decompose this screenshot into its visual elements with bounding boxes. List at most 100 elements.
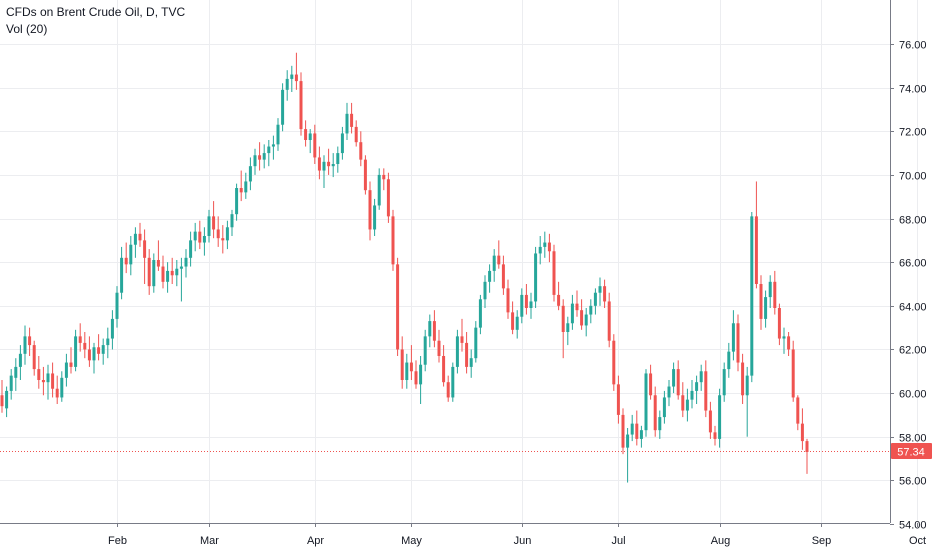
candle-down[interactable] bbox=[681, 382, 685, 418]
candle-up[interactable] bbox=[235, 183, 239, 221]
candle-down[interactable] bbox=[561, 299, 565, 359]
candle-down[interactable] bbox=[147, 249, 151, 295]
candle-down[interactable] bbox=[612, 334, 616, 391]
candle-up[interactable] bbox=[672, 362, 676, 394]
candle-down[interactable] bbox=[501, 255, 505, 295]
candle-down[interactable] bbox=[442, 345, 446, 387]
candle-up[interactable] bbox=[570, 294, 574, 330]
candle-up[interactable] bbox=[129, 236, 133, 276]
candle-down[interactable] bbox=[547, 233, 551, 263]
candle-up[interactable] bbox=[175, 260, 179, 287]
candle-down[interactable] bbox=[409, 345, 413, 380]
candle-down[interactable] bbox=[212, 201, 216, 239]
candle-down[interactable] bbox=[304, 120, 308, 147]
candle-up[interactable] bbox=[566, 316, 570, 346]
candle-down[interactable] bbox=[294, 52, 298, 90]
candle-up[interactable] bbox=[695, 375, 699, 404]
candle-up[interactable] bbox=[5, 386, 9, 418]
candle-up[interactable] bbox=[667, 380, 671, 407]
candle-up[interactable] bbox=[290, 65, 294, 92]
candle-down[interactable] bbox=[391, 209, 395, 271]
candle-up[interactable] bbox=[225, 220, 229, 250]
candle-down[interactable] bbox=[239, 170, 243, 202]
candle-down[interactable] bbox=[55, 375, 59, 404]
candle-up[interactable] bbox=[630, 414, 634, 442]
candle-up[interactable] bbox=[308, 129, 312, 154]
candle-up[interactable] bbox=[230, 209, 234, 236]
candle-down[interactable] bbox=[446, 375, 450, 402]
candle-up[interactable] bbox=[64, 353, 68, 387]
candle-up[interactable] bbox=[9, 369, 13, 400]
candle-up[interactable] bbox=[189, 231, 193, 267]
candle-down[interactable] bbox=[87, 336, 91, 367]
candle-down[interactable] bbox=[124, 242, 128, 274]
candle-down[interactable] bbox=[400, 336, 404, 389]
candle-up[interactable] bbox=[584, 308, 588, 337]
candle-down[interactable] bbox=[368, 181, 372, 241]
candle-down[interactable] bbox=[796, 395, 800, 431]
candle-down[interactable] bbox=[603, 279, 607, 308]
candle-down[interactable] bbox=[198, 220, 202, 250]
candle-up[interactable] bbox=[598, 277, 602, 306]
time-axis[interactable]: Feb Mar Apr May Jun Jul Aug Sep Oct bbox=[108, 523, 926, 547]
candle-down[interactable] bbox=[51, 362, 55, 398]
candle-up[interactable] bbox=[589, 299, 593, 324]
candle-down[interactable] bbox=[708, 401, 712, 439]
candle-up[interactable] bbox=[253, 148, 257, 175]
candle-up[interactable] bbox=[534, 246, 538, 308]
candle-down[interactable] bbox=[607, 292, 611, 348]
candle-down[interactable] bbox=[216, 216, 220, 247]
candle-down[interactable] bbox=[713, 425, 717, 446]
candle-up[interactable] bbox=[488, 264, 492, 293]
candle-down[interactable] bbox=[432, 310, 436, 348]
candle-up[interactable] bbox=[110, 310, 114, 350]
candle-down[interactable] bbox=[221, 225, 225, 254]
candle-down[interactable] bbox=[557, 281, 561, 311]
candle-down[interactable] bbox=[800, 408, 804, 450]
candle-down[interactable] bbox=[138, 222, 142, 247]
candle-down[interactable] bbox=[805, 438, 809, 474]
candle-up[interactable] bbox=[745, 366, 749, 437]
candle-up[interactable] bbox=[331, 153, 335, 178]
candle-up[interactable] bbox=[469, 349, 473, 378]
candle-down[interactable] bbox=[635, 410, 639, 446]
candle-up[interactable] bbox=[377, 168, 381, 210]
candle-up[interactable] bbox=[782, 327, 786, 354]
candle-up[interactable] bbox=[768, 275, 772, 308]
candle-up[interactable] bbox=[593, 288, 597, 315]
candle-up[interactable] bbox=[281, 83, 285, 132]
candle-up[interactable] bbox=[23, 325, 27, 365]
candle-up[interactable] bbox=[529, 292, 533, 319]
candle-down[interactable] bbox=[78, 323, 82, 352]
candle-down[interactable] bbox=[741, 353, 745, 404]
candle-up[interactable] bbox=[685, 388, 689, 422]
candle-down[interactable] bbox=[382, 168, 386, 191]
candle-up[interactable] bbox=[515, 310, 519, 339]
candle-down[interactable] bbox=[506, 279, 510, 319]
candle-down[interactable] bbox=[616, 375, 620, 424]
candle-up[interactable] bbox=[276, 118, 280, 151]
candle-down[interactable] bbox=[524, 284, 528, 315]
candle-down[interactable] bbox=[161, 255, 165, 289]
candle-up[interactable] bbox=[179, 257, 183, 302]
candle-up[interactable] bbox=[60, 371, 64, 402]
candle-up[interactable] bbox=[152, 253, 156, 293]
candle-up[interactable] bbox=[267, 140, 271, 167]
candle-up[interactable] bbox=[750, 212, 754, 383]
candle-up[interactable] bbox=[639, 425, 643, 448]
candle-up[interactable] bbox=[202, 227, 206, 256]
candle-down[interactable] bbox=[759, 275, 763, 330]
candle-down[interactable] bbox=[575, 290, 579, 317]
candle-up[interactable] bbox=[18, 345, 22, 380]
candle-up[interactable] bbox=[451, 362, 455, 402]
candle-down[interactable] bbox=[552, 244, 556, 302]
candle-up[interactable] bbox=[14, 358, 18, 391]
candle-down[interactable] bbox=[350, 102, 354, 134]
candle-up[interactable] bbox=[74, 329, 78, 372]
candle-down[interactable] bbox=[414, 360, 418, 389]
candle-up[interactable] bbox=[244, 172, 248, 199]
candle-down[interactable] bbox=[676, 360, 680, 400]
candle-up[interactable] bbox=[106, 327, 110, 359]
candle-down[interactable] bbox=[69, 347, 73, 374]
candle-down[interactable] bbox=[258, 142, 262, 171]
